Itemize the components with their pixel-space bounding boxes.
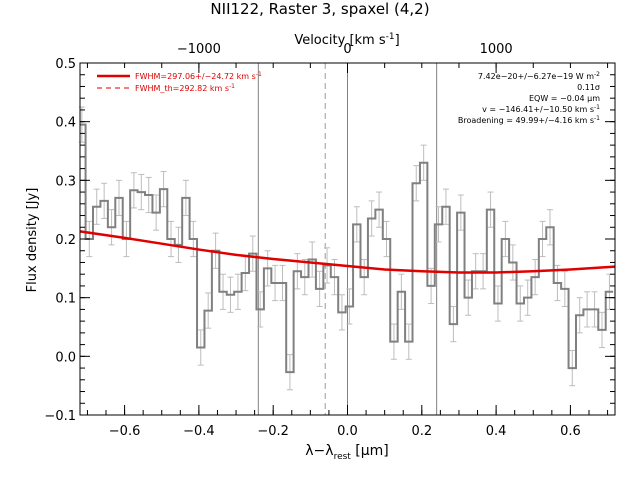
tick-layer: −0.6 −0.4 −0.2 0.0 0.2 0.4 0.6 −0.1 0.0 0.1 0.2 0.3… bbox=[44, 42, 615, 439]
error-bars-layer bbox=[78, 106, 613, 391]
annotation-velocity: v = −146.41+/−10.50 km s-1 bbox=[482, 104, 600, 114]
legend-theory-label: FWHM_th=292.82 km s-1 bbox=[135, 83, 235, 93]
y-tick-label: −0.1 bbox=[44, 409, 76, 424]
legend-fit-label: FWHM=297.06+/−24.72 km s-1 bbox=[135, 71, 262, 81]
legend: FWHM=297.06+/−24.72 km s-1 FWHM_th=292.8… bbox=[97, 71, 262, 93]
gridlines-layer bbox=[257, 63, 438, 415]
annotation-block: 7.42e−20+/−6.27e−19 W m-2 0.11σ EQW = −0… bbox=[458, 71, 600, 125]
y-tick-label: 0.3 bbox=[55, 174, 76, 189]
x-tick-label: −0.4 bbox=[183, 424, 215, 439]
top-tick-label: −1000 bbox=[177, 42, 221, 57]
top-tick-label: 1000 bbox=[480, 42, 513, 57]
x-tick-label: −0.6 bbox=[109, 424, 141, 439]
annotation-flux: 7.42e−20+/−6.27e−19 W m-2 bbox=[478, 71, 600, 81]
annotation-sigma: 0.11σ bbox=[577, 83, 600, 92]
x-tick-label: −0.2 bbox=[257, 424, 289, 439]
y-tick-label: 0.0 bbox=[55, 350, 76, 365]
annotation-broadening: Broadening = 49.99+/−4.16 km s-1 bbox=[458, 115, 600, 125]
top-axis-label: Velocity [km s-1] bbox=[294, 32, 399, 48]
fit-line bbox=[79, 230, 616, 274]
x-tick-label: 0.2 bbox=[411, 424, 432, 439]
annotation-eqw: EQW = −0.04 μm bbox=[529, 94, 600, 103]
y-axis-label: Flux density [Jy] bbox=[25, 188, 40, 293]
y-tick-label: 0.4 bbox=[55, 116, 76, 131]
top-tick-label: 0 bbox=[343, 42, 351, 57]
y-tick-label: 0.2 bbox=[55, 233, 76, 248]
x-tick-label: 0.6 bbox=[560, 424, 581, 439]
y-tick-label: 0.1 bbox=[55, 292, 76, 307]
y-tick-label: 0.5 bbox=[55, 57, 76, 72]
x-axis-label: λ−λrest [μm] bbox=[305, 443, 389, 462]
x-tick-label: 0.0 bbox=[337, 424, 358, 439]
chart-title: NII122, Raster 3, spaxel (4,2) bbox=[210, 0, 429, 18]
data-step-line bbox=[80, 123, 614, 374]
x-tick-label: 0.4 bbox=[486, 424, 507, 439]
